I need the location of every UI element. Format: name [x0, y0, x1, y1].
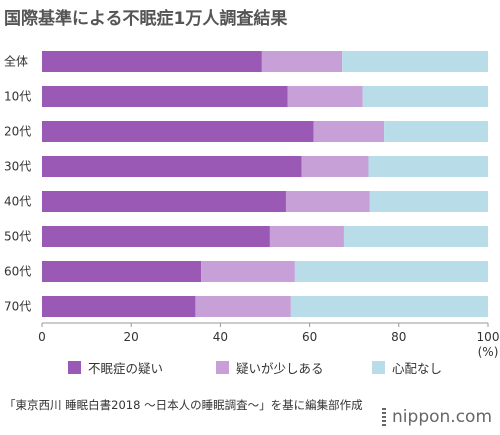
bar-segment-s1-c4: [285, 191, 370, 212]
bar-segment-s1-c2: [313, 121, 385, 142]
bars-group: [42, 51, 488, 317]
bar-segment-s1-c5: [269, 226, 344, 247]
legend-swatch: [68, 361, 81, 374]
bar-segment-s1-c7: [195, 296, 291, 317]
legend-label: 心配なし: [392, 361, 443, 376]
bar-segment-s2-c0: [342, 51, 488, 72]
bar-segment-s1-c6: [201, 261, 295, 282]
bar-segment-s0-c1: [42, 86, 288, 107]
bar-segment-s2-c7: [290, 296, 488, 317]
chart-title: 国際基準による不眠症1万人調査結果: [4, 9, 288, 29]
x-tick-label: 60: [302, 330, 317, 344]
legend-item: 心配なし: [372, 358, 442, 377]
nippon-logo: nippon.com: [382, 407, 492, 427]
legend-swatch: [216, 361, 229, 374]
x-tick-label: 0: [38, 330, 46, 344]
bar-segment-s0-c6: [42, 261, 202, 282]
bar-segment-s0-c7: [42, 296, 196, 317]
logo-mark-icon: [382, 408, 387, 426]
x-tick-label: 40: [213, 330, 228, 344]
category-label: 10代: [4, 90, 31, 104]
bar-segment-s0-c3: [42, 156, 302, 177]
legend-item: 疑いが少しある: [216, 358, 324, 377]
bar-segment-s1-c0: [261, 51, 343, 72]
stacked-bar-chart: 全体 10代 20代 30代 40代 50代 60代 70代 0 20 40 60 80 100(%): [4, 51, 500, 358]
category-label: 20代: [4, 125, 31, 139]
source-note: 「東京西川 睡眠白書2018 〜日本人の睡眠調査〜」を基に編集部作成: [4, 398, 363, 412]
bar-segment-s0-c2: [42, 121, 314, 142]
bar-segment-s0-c5: [42, 226, 270, 247]
category-label: 30代: [4, 160, 31, 174]
legend-label: 不眠症の疑い: [88, 361, 164, 376]
bar-segment-s1-c3: [301, 156, 369, 177]
legend: 不眠症の疑い 疑いが少しある 心配なし: [0, 358, 500, 378]
x-axis: 0 20 40 60 80 100(%): [38, 322, 500, 358]
bar-segment-s2-c2: [384, 121, 488, 142]
bar-segment-s2-c5: [343, 226, 488, 247]
bar-segment-s2-c3: [368, 156, 488, 177]
bar-segment-s1-c1: [287, 86, 363, 107]
logo-text: nippon.com: [392, 407, 492, 427]
category-label: 60代: [4, 265, 31, 279]
category-label: 70代: [4, 300, 31, 314]
legend-label: 疑いが少しある: [236, 361, 324, 376]
bar-segment-s2-c6: [294, 261, 488, 282]
bar-segment-s2-c1: [362, 86, 488, 107]
legend-item: 不眠症の疑い: [68, 358, 163, 377]
category-label: 40代: [4, 195, 31, 209]
x-tick-label: 20: [124, 330, 139, 344]
x-tick-label: 100: [477, 330, 500, 344]
category-label: 50代: [4, 230, 31, 244]
bar-segment-s0-c0: [42, 51, 262, 72]
legend-swatch: [372, 361, 385, 374]
bar-segment-s0-c4: [42, 191, 286, 212]
x-axis-unit: (%): [478, 345, 499, 358]
category-labels: 全体 10代 20代 30代 40代 50代 60代 70代: [4, 54, 31, 314]
category-label: 全体: [4, 54, 28, 69]
x-tick-label: 80: [391, 330, 406, 344]
bar-segment-s2-c4: [369, 191, 488, 212]
